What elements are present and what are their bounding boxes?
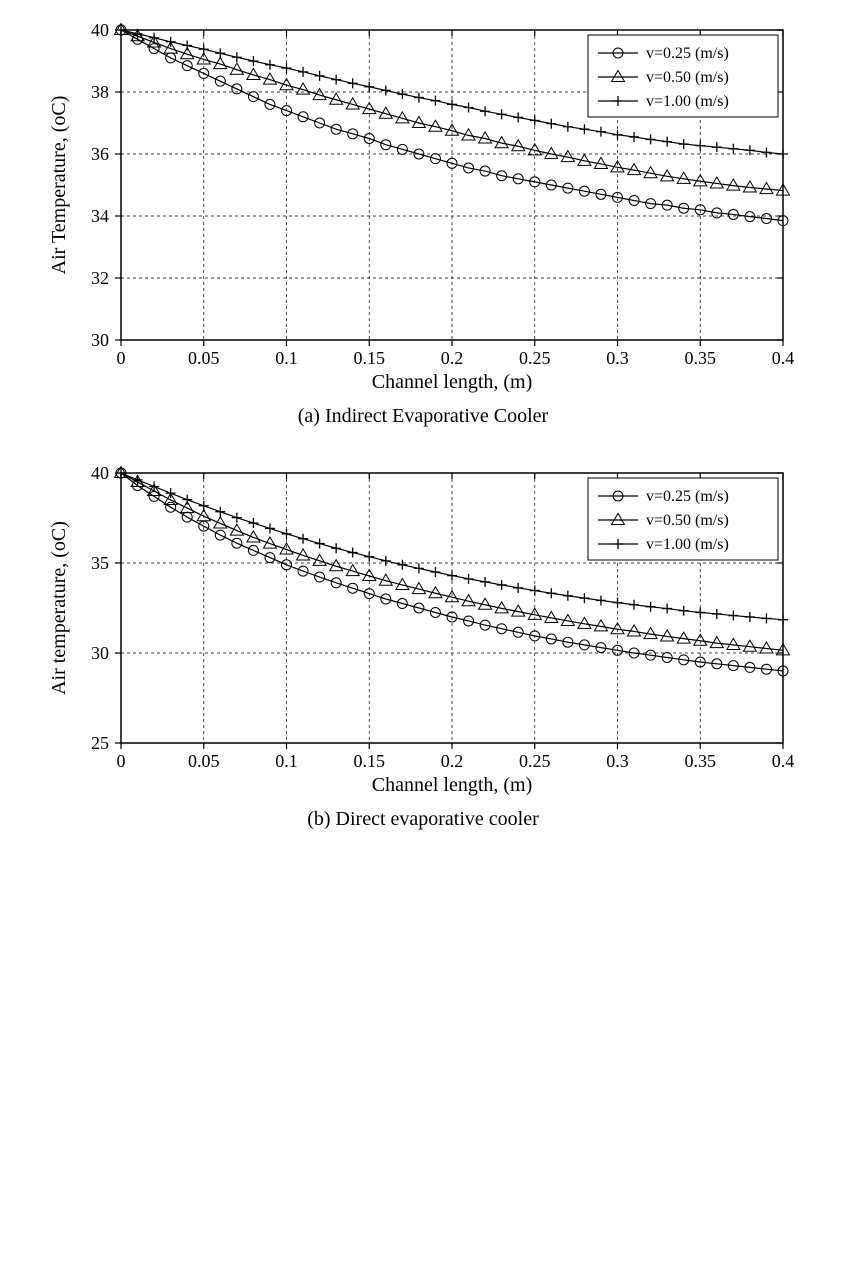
chart-b-container: 0 0.05 0.1 0.15 0.2 0.25 0.3 0.35 0.4 25 30 35 40 Cha… [43, 463, 803, 856]
chart-b-caption: (b) Direct evaporative cooler [43, 808, 803, 831]
caption-b-prefix: (b) [307, 808, 330, 830]
svg-text:v=0.50 (m/s): v=0.50 (m/s) [646, 512, 729, 529]
chart-a-caption: (a) Indirect Evaporative Cooler [43, 405, 803, 428]
svg-text:34: 34 [91, 206, 109, 226]
svg-text:35: 35 [91, 553, 109, 573]
svg-text:Channel length, (m): Channel length, (m) [372, 371, 533, 393]
svg-text:0.4: 0.4 [772, 348, 795, 368]
svg-text:30: 30 [91, 330, 109, 350]
svg-text:0.2: 0.2 [441, 348, 464, 368]
svg-text:0.4: 0.4 [772, 751, 795, 771]
chart-a: 0 0.05 0.1 0.15 0.2 0.25 0.3 0.35 0.4 30 32 34 36 38 4… [43, 20, 803, 400]
svg-text:v=1.00 (m/s): v=1.00 (m/s) [646, 93, 729, 110]
svg-text:0.25: 0.25 [519, 751, 551, 771]
svg-text:0.3: 0.3 [606, 751, 629, 771]
svg-text:30: 30 [91, 643, 109, 663]
svg-text:v=0.50 (m/s): v=0.50 (m/s) [646, 69, 729, 86]
svg-text:Air Temperature, (oC): Air Temperature, (oC) [48, 96, 70, 275]
caption-a-prefix: (a) [298, 405, 320, 427]
chart-b: 0 0.05 0.1 0.15 0.2 0.25 0.3 0.35 0.4 25 30 35 40 Cha… [43, 463, 803, 803]
svg-text:40: 40 [91, 20, 109, 40]
svg-text:0.05: 0.05 [188, 348, 220, 368]
svg-text:0.1: 0.1 [275, 751, 298, 771]
svg-text:v=0.25 (m/s): v=0.25 (m/s) [646, 488, 729, 505]
svg-text:0.15: 0.15 [354, 751, 386, 771]
svg-text:0.1: 0.1 [275, 348, 298, 368]
svg-text:Air temperature, (oC): Air temperature, (oC) [48, 521, 70, 695]
svg-text:38: 38 [91, 82, 109, 102]
svg-text:0.15: 0.15 [354, 348, 386, 368]
caption-a-text: Indirect Evaporative Cooler [325, 405, 548, 427]
svg-text:v=1.00 (m/s): v=1.00 (m/s) [646, 536, 729, 553]
chart-a-container: 0 0.05 0.1 0.15 0.2 0.25 0.3 0.35 0.4 30 32 34 36 38 4… [43, 20, 803, 453]
svg-text:32: 32 [91, 268, 109, 288]
svg-text:0.35: 0.35 [685, 751, 717, 771]
svg-text:25: 25 [91, 733, 109, 753]
svg-text:40: 40 [91, 463, 109, 483]
svg-text:Channel length, (m): Channel length, (m) [372, 774, 533, 796]
caption-b-text: Direct evaporative cooler [336, 808, 539, 830]
svg-text:0: 0 [117, 348, 126, 368]
svg-text:0.05: 0.05 [188, 751, 220, 771]
svg-text:0.2: 0.2 [441, 751, 464, 771]
svg-text:0.35: 0.35 [685, 348, 717, 368]
svg-text:0.3: 0.3 [606, 348, 629, 368]
svg-text:0.25: 0.25 [519, 348, 551, 368]
svg-text:36: 36 [91, 144, 109, 164]
svg-text:0: 0 [117, 751, 126, 771]
svg-text:v=0.25 (m/s): v=0.25 (m/s) [646, 45, 729, 62]
